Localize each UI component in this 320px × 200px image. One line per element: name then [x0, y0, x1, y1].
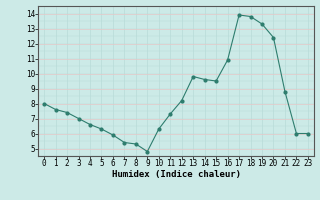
- X-axis label: Humidex (Indice chaleur): Humidex (Indice chaleur): [111, 170, 241, 179]
